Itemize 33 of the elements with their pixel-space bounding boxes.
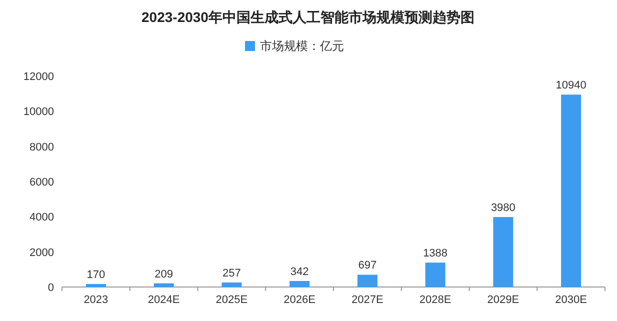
bar — [154, 283, 174, 287]
y-tick-label: 8000 — [30, 141, 54, 154]
data-label: 257 — [222, 267, 241, 280]
x-tick-label: 2023 — [84, 294, 108, 306]
bar — [561, 94, 582, 287]
x-tick-label: 2025E — [216, 294, 248, 306]
data-label: 1388 — [423, 248, 448, 260]
data-label: 697 — [358, 260, 377, 272]
x-tick-label: 2026E — [284, 294, 316, 306]
y-tick-label: 4000 — [30, 212, 54, 224]
legend-label: 市场规模：亿元 — [260, 39, 344, 53]
x-tick-label: 2030E — [555, 294, 587, 306]
bar — [222, 282, 242, 287]
data-label: 10940 — [556, 80, 586, 92]
bar — [357, 274, 378, 287]
x-tick-label: 2027E — [352, 294, 384, 306]
bar — [493, 217, 514, 287]
data-label: 209 — [154, 268, 173, 280]
y-tick-label: 2000 — [30, 246, 54, 259]
data-label: 3980 — [490, 202, 516, 214]
bar — [86, 284, 106, 287]
x-tick-label: 2028E — [419, 294, 452, 306]
bar — [290, 280, 310, 287]
chart-title: 2023-2030年中国生成式人工智能市场规模预测趋势图 — [142, 9, 474, 25]
x-tick-label: 2024E — [148, 294, 180, 306]
y-tick-label: 10000 — [23, 106, 54, 118]
bar — [425, 262, 446, 287]
y-tick-label: 6000 — [30, 176, 54, 188]
data-label: 170 — [86, 269, 106, 282]
x-tick-label: 2029E — [487, 294, 520, 306]
y-tick-label: 12000 — [23, 71, 54, 83]
y-tick-label: 0 — [48, 282, 54, 294]
data-label: 342 — [290, 266, 309, 278]
